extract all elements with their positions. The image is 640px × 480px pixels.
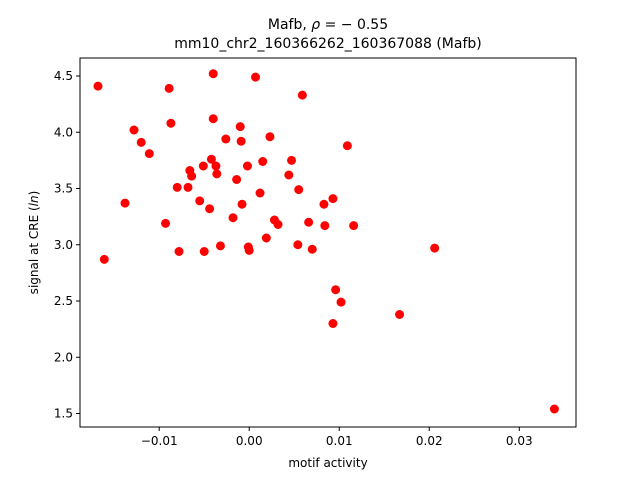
x-tick-label: 0.02: [416, 434, 443, 448]
y-tick-label: 3.0: [54, 238, 73, 252]
data-point: [198, 161, 208, 171]
data-point: [215, 241, 225, 251]
y-tick-label: 4.0: [54, 125, 73, 139]
chart-title-rho: ρ: [311, 17, 320, 33]
data-point: [161, 218, 171, 228]
data-point: [129, 125, 139, 135]
data-point: [328, 194, 338, 204]
data-point: [331, 285, 341, 295]
data-point: [307, 244, 317, 254]
y-axis-label-prefix: signal at CRE (: [27, 206, 41, 294]
data-point: [183, 182, 193, 192]
data-point: [319, 199, 329, 209]
data-point: [232, 175, 242, 184]
y-tick-label: 3.5: [54, 182, 73, 196]
data-point: [99, 254, 109, 264]
data-point: [235, 122, 245, 132]
data-point: [273, 220, 283, 229]
data-point: [144, 149, 154, 159]
data-point: [549, 404, 559, 414]
data-point: [166, 118, 176, 128]
data-point: [244, 245, 254, 255]
data-point: [206, 154, 216, 164]
data-point: [212, 169, 222, 179]
data-point: [430, 243, 440, 253]
x-tick-label: −0.01: [141, 434, 178, 448]
data-point: [208, 69, 218, 79]
data-point: [120, 198, 130, 208]
data-point: [342, 141, 352, 151]
data-point: [293, 240, 303, 250]
data-point: [255, 188, 265, 198]
y-axis-label-suffix: ): [27, 191, 41, 196]
data-point: [195, 196, 205, 206]
y-axis-label-ln: ln: [27, 195, 41, 206]
data-point: [349, 221, 359, 231]
axes-frame: [79, 57, 577, 428]
y-tick-label: 2.5: [54, 294, 73, 308]
y-tick-label: 4.5: [54, 69, 73, 83]
data-point: [211, 161, 221, 171]
x-tick-label: 0.00: [236, 434, 263, 448]
data-point: [174, 247, 184, 256]
data-point: [265, 132, 275, 142]
chart-title-gene: Mafb,: [268, 17, 311, 33]
x-axis-label: motif activity: [288, 456, 367, 470]
data-point: [242, 161, 252, 171]
data-point: [294, 185, 304, 195]
data-point: [228, 213, 238, 223]
chart-title-line1: Mafb, ρ = − 0.55: [268, 17, 388, 33]
y-tick-label: 2.0: [54, 350, 73, 364]
data-point: [395, 310, 405, 319]
data-point: [93, 81, 103, 91]
data-point: [236, 136, 246, 146]
x-axis: −0.01 0.00 0.01 0.02 0.03: [141, 427, 533, 448]
data-point: [164, 83, 174, 93]
data-point: [258, 157, 268, 166]
data-point: [251, 72, 261, 82]
data-point: [187, 171, 197, 181]
data-point: [221, 134, 231, 144]
plot-area: [93, 69, 559, 414]
data-point: [304, 217, 314, 227]
data-point: [199, 247, 209, 256]
chart-title-rho-value: = − 0.55: [320, 17, 388, 33]
data-point: [237, 199, 247, 209]
y-axis-label: signal at CRE (ln): [27, 191, 41, 295]
data-point: [328, 319, 338, 328]
data-point: [205, 204, 215, 214]
data-point: [208, 114, 218, 124]
data-point: [336, 297, 346, 307]
y-axis: 1.5 2.0 2.5 3.0 3.5 4.0 4.5: [54, 69, 80, 421]
y-tick-label: 1.5: [54, 407, 73, 421]
x-tick-label: 0.03: [506, 434, 533, 448]
data-point: [261, 233, 271, 243]
chart-title-line2: mm10_chr2_160366262_160367088 (Mafb): [174, 36, 482, 52]
x-tick-label: 0.01: [326, 434, 353, 448]
data-point: [172, 182, 182, 192]
data-point: [287, 155, 297, 165]
data-point: [284, 170, 294, 180]
data-point: [320, 221, 330, 231]
data-point: [136, 137, 146, 147]
data-point: [297, 90, 307, 100]
